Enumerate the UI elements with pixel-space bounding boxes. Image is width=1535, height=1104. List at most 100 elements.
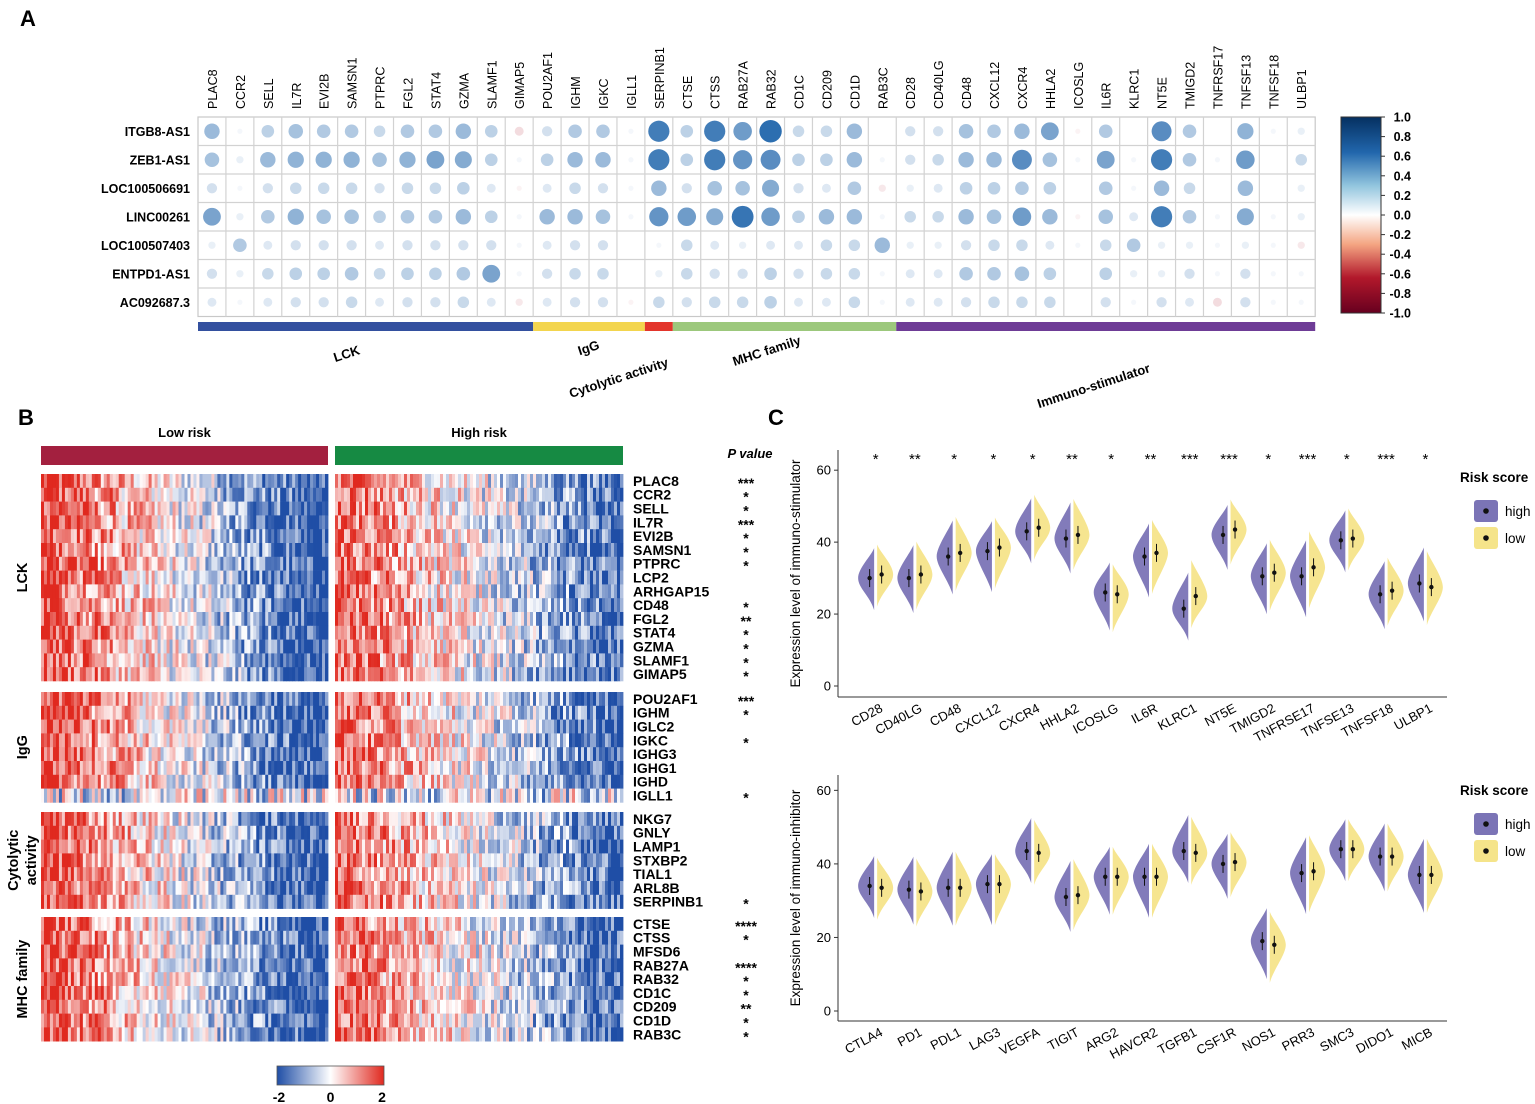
column-label: GZMA [457, 72, 471, 109]
correlation-dot [736, 296, 749, 308]
heatmap-cell [608, 747, 612, 762]
heatmap-cell [211, 515, 215, 530]
heatmap-cell [617, 788, 621, 803]
heatmap-cell [97, 556, 102, 571]
heatmap-cell [91, 474, 96, 489]
heatmap-cell [560, 761, 564, 776]
heatmap-cell [88, 653, 93, 668]
heatmap-cell [374, 570, 378, 585]
heatmap-cell [178, 556, 182, 571]
heatmap-cell [458, 501, 462, 516]
heatmap-cell [554, 612, 558, 627]
heatmap-cell [85, 598, 90, 613]
heatmap-cell [383, 719, 387, 734]
heatmap-cell [202, 625, 206, 640]
heatmap-cell [253, 474, 257, 489]
heatmap-cell [419, 705, 423, 720]
heatmap-cell [112, 774, 117, 789]
heatmap-cell [359, 515, 363, 530]
heatmap-cell [506, 667, 510, 682]
heatmap-cell [425, 774, 429, 789]
heatmap-cell [452, 747, 456, 762]
heatmap-cell [422, 625, 426, 640]
heatmap-cell [404, 474, 408, 489]
heatmap-cell [452, 733, 456, 748]
heatmap-cell [256, 719, 260, 734]
heatmap-cell [193, 788, 197, 803]
heatmap-cell [133, 543, 138, 558]
heatmap-cell [322, 515, 326, 530]
heatmap-cell [46, 501, 51, 516]
correlation-dot [960, 240, 972, 251]
heatmap-cell [485, 692, 489, 707]
heatmap-cell [145, 761, 150, 776]
heatmap-cell [404, 653, 408, 668]
heatmap-cell [79, 747, 84, 762]
heatmap-cell [142, 788, 147, 803]
heatmap-cell [578, 747, 582, 762]
heatmap-cell [602, 543, 606, 558]
heatmap-cell [482, 625, 486, 640]
heatmap-cell [235, 639, 239, 654]
correlation-dot [1156, 297, 1167, 308]
heatmap-cell [431, 733, 435, 748]
heatmap-cell [286, 625, 290, 640]
heatmap-cell [307, 733, 311, 748]
correlation-dot [318, 240, 329, 251]
heatmap-cell [611, 474, 615, 489]
heatmap-cell [611, 761, 615, 776]
heatmap-cell [347, 788, 351, 803]
heatmap-cell [518, 705, 522, 720]
heatmap-cell [374, 584, 378, 599]
group-label: Cytolytic activity [567, 354, 671, 400]
heatmap-cell [244, 487, 248, 502]
heatmap-cell [386, 474, 390, 489]
heatmap-cell [617, 543, 621, 558]
heatmap-cell [274, 501, 278, 516]
heatmap-cell [181, 474, 185, 489]
heatmap-cell [452, 474, 456, 489]
heatmap-cell [380, 653, 384, 668]
heatmap-cell [82, 515, 87, 530]
heatmap-cell [268, 515, 272, 530]
heatmap-cell [280, 812, 284, 827]
heatmap-cell [145, 501, 150, 516]
heatmap-cell [410, 474, 414, 489]
heatmap-cell [548, 761, 552, 776]
heatmap-cell [461, 584, 465, 599]
heatmap-cell [289, 667, 293, 682]
column-label: RAB3C [876, 67, 890, 109]
heatmap-cell [494, 598, 498, 613]
heatmap-cell [341, 515, 345, 530]
heatmap-cell [584, 625, 588, 640]
heatmap-cell [253, 705, 257, 720]
heatmap-cell [413, 774, 417, 789]
heatmap-cell [214, 515, 218, 530]
heatmap-cell [608, 639, 612, 654]
correlation-dot [848, 268, 861, 280]
heatmap-cell [85, 543, 90, 558]
heatmap-cell [184, 487, 188, 502]
heatmap-cell [91, 612, 96, 627]
heatmap-cell [512, 747, 516, 762]
heatmap-cell [154, 487, 158, 502]
heatmap-cell [407, 556, 411, 571]
heatmap-cell [145, 612, 150, 627]
heatmap-cell [268, 598, 272, 613]
heatmap-cell [316, 515, 320, 530]
heatmap-cell [533, 570, 537, 585]
correlation-dot [375, 240, 384, 250]
correlation-dot [879, 157, 885, 163]
heatmap-cell [461, 515, 465, 530]
heatmap-cell [271, 692, 275, 707]
heatmap-cell [350, 501, 354, 516]
heatmap-cell [88, 556, 93, 571]
heatmap-cell [208, 487, 212, 502]
heatmap-cell [425, 570, 429, 585]
heatmap-cell [265, 501, 269, 516]
heatmap-cell [536, 625, 540, 640]
heatmap-cell [440, 612, 444, 627]
heatmap-cell [202, 667, 206, 682]
heatmap-cell [217, 761, 221, 776]
heatmap-cell [79, 667, 84, 682]
